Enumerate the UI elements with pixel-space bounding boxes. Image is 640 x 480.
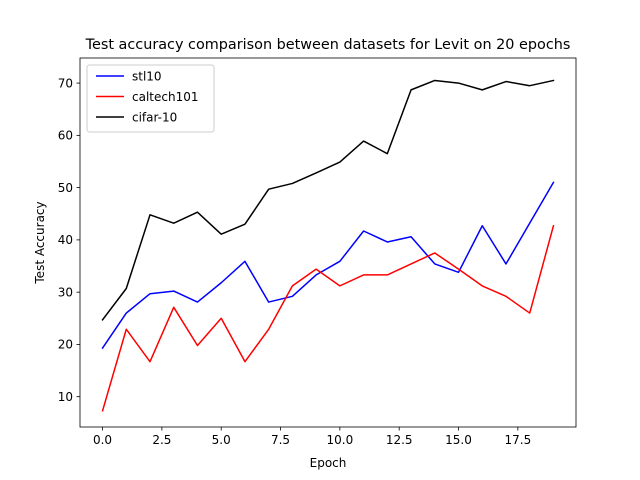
y-tick-label: 50 (58, 181, 73, 195)
y-axis: 10 20 30 40 50 60 70 (58, 76, 80, 404)
chart-title: Test accuracy comparison between dataset… (85, 37, 571, 53)
y-tick-label: 10 (58, 390, 73, 404)
series-line-stl10 (101, 181, 555, 350)
legend-box (86, 64, 215, 133)
series-line-caltech101 (101, 224, 555, 412)
legend-label-stl10: stl10 (132, 69, 162, 83)
x-axis: 0.0 2.5 5.0 7.5 10.0 12.5 15.0 17.5 (93, 427, 531, 447)
legend-label-caltech101: caltech101 (132, 90, 198, 104)
x-tick-label: 15.0 (445, 433, 472, 447)
x-tick-label: 7.5 (271, 433, 290, 447)
x-tick-label: 12.5 (386, 433, 413, 447)
axes-frame (79, 57, 577, 428)
x-axis-label: Epoch (310, 456, 347, 470)
y-tick-label: 40 (58, 233, 73, 247)
y-axis-label: Test Accuracy (33, 201, 47, 284)
x-tick-label: 10.0 (327, 433, 354, 447)
series-line-cifar-10 (101, 79, 555, 321)
x-tick-label: 17.5 (504, 433, 531, 447)
x-tick-label: 5.0 (212, 433, 231, 447)
y-tick-label: 60 (58, 129, 73, 143)
legend-label-cifar-10: cifar-10 (132, 110, 177, 124)
x-tick-label: 0.0 (93, 433, 112, 447)
y-tick-label: 20 (58, 338, 73, 352)
x-tick-label: 2.5 (152, 433, 171, 447)
y-tick-label: 70 (58, 76, 73, 90)
y-tick-label: 30 (58, 285, 73, 299)
legend: stl10 caltech101 cifar-10 (86, 64, 215, 133)
